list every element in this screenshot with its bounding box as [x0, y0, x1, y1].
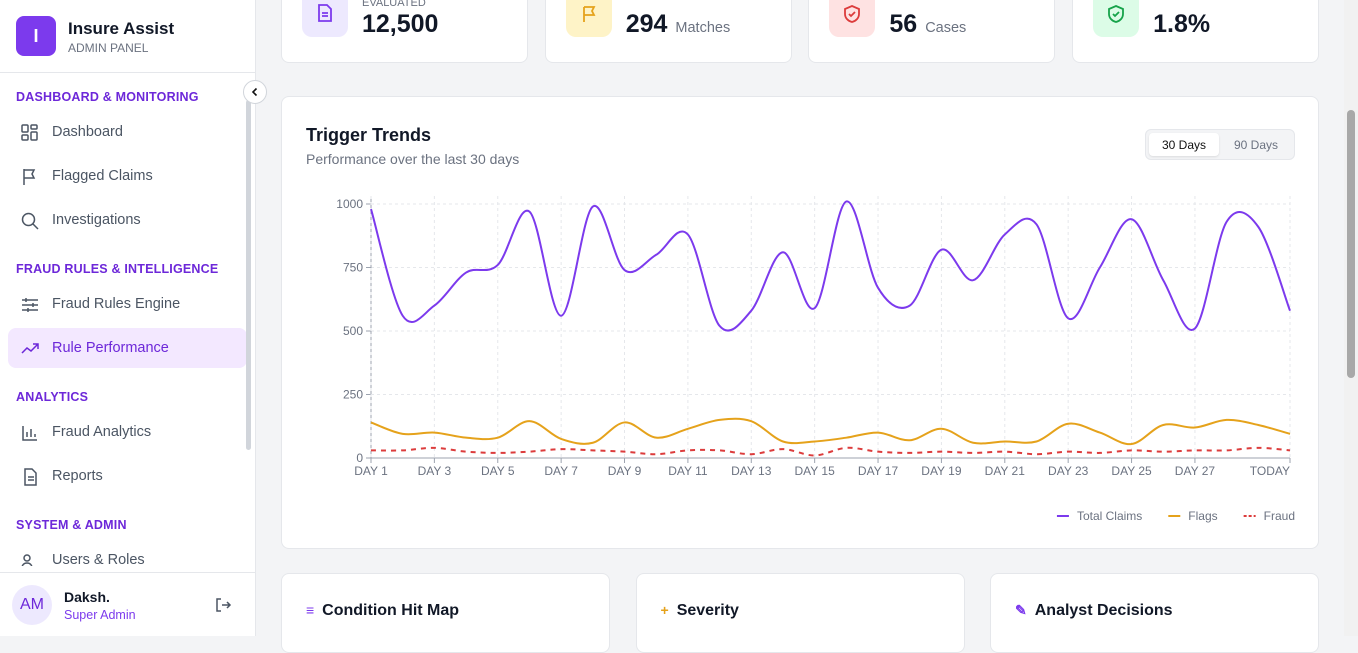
stat-card: EVALUATED 12,500 [281, 0, 528, 63]
x-tick-label: DAY 11 [668, 464, 708, 478]
stat-unit: Cases [925, 20, 967, 36]
brand: Insure Assist [68, 19, 175, 38]
scrollbar [246, 100, 251, 450]
legend-label: Flags [1188, 509, 1217, 523]
stat-unit: Matches [675, 20, 731, 36]
x-tick-label: DAY 5 [481, 464, 515, 478]
panel-card: ✎ Analyst Decisions [990, 573, 1319, 653]
panel-icon: + [660, 602, 669, 618]
nav-item[interactable]: Fraud Analytics [8, 412, 247, 452]
x-tick-label: DAY 15 [795, 464, 836, 478]
stat-icon [302, 0, 348, 37]
toggle-button[interactable]: 30 Days [1149, 133, 1219, 156]
stat-icon [829, 0, 876, 37]
nav-icon [22, 298, 38, 312]
scroll-thumb [1347, 110, 1355, 378]
nav-item[interactable]: Investigations [8, 200, 247, 240]
nav-item[interactable]: Rule Performance [8, 328, 247, 368]
stat-label: EVALUATED [362, 0, 426, 9]
stat-value: 56 Cases [889, 10, 967, 38]
range-toggle: 30 Days 90 Days [1145, 129, 1295, 160]
nav-section: ANALYTICS [16, 390, 89, 404]
x-tick-label: DAY 3 [418, 464, 452, 478]
nav-item[interactable]: Fraud Rules Engine [8, 284, 247, 324]
y-tick-label: 500 [343, 324, 363, 338]
chart-title: Trigger Trends [306, 125, 432, 145]
x-tick-label: TODAY [1250, 464, 1290, 478]
nav-section: SYSTEM & ADMIN [16, 518, 127, 532]
panel-icon: ✎ [1015, 602, 1027, 618]
user-name: Daksh. [64, 589, 110, 605]
nav-section: FRAUD RULES & INTELLIGENCE [16, 262, 219, 276]
nav-item[interactable]: Users & Roles [8, 540, 247, 566]
toggle-button[interactable]: 90 Days [1233, 137, 1279, 152]
stat-icon [1093, 0, 1140, 37]
panel-title: ✎ Analyst Decisions [1015, 602, 1173, 619]
legend-label: Fraud [1264, 509, 1295, 523]
nav-icon [24, 468, 37, 486]
user-role: Super Admin [64, 608, 136, 622]
x-tick-label: DAY 27 [1175, 464, 1216, 478]
x-tick-label: DAY 1 [354, 464, 388, 478]
panel-card: ≡ Condition Hit Map [281, 573, 610, 653]
page-scrollbar [1344, 0, 1358, 636]
chart: 0 250 500 750 1000 DAY 1 DAY 3 DAY 5 DAY 7 DAY 9 D… [336, 196, 1295, 523]
series-line [370, 200, 1291, 332]
nav-icon [21, 212, 39, 230]
collapse-button[interactable] [243, 80, 267, 104]
x-tick-label: DAY 7 [544, 464, 578, 478]
icon [582, 6, 596, 22]
chart-card: Trigger Trends Performance over the last… [281, 96, 1319, 549]
icon [318, 4, 332, 22]
nav-section: DASHBOARD & MONITORING [16, 90, 199, 104]
stat-value: 294 Matches [625, 10, 731, 38]
icon [844, 5, 861, 23]
y-tick-label: 250 [343, 388, 363, 402]
stat-card: 1.8% [1072, 0, 1320, 63]
sidebar: I Insure Assist ADMIN PANEL DASHBOARD & … [0, 0, 267, 636]
nav-item[interactable]: Flagged Claims [8, 156, 247, 196]
x-tick-label: DAY 23 [1048, 464, 1089, 478]
y-tick-label: 1000 [336, 197, 363, 211]
avatar: AM [12, 585, 52, 625]
logout[interactable] [214, 596, 232, 614]
series-line [370, 446, 1291, 457]
x-tick-label: DAY 21 [985, 464, 1026, 478]
y-tick-label: 750 [343, 261, 363, 275]
panel-card: + Severity [635, 573, 965, 653]
nav-item[interactable]: Dashboard [8, 112, 247, 152]
nav-icon [21, 554, 33, 566]
chart-subtitle: Performance over the last 30 days [306, 151, 520, 167]
series-line [370, 417, 1291, 446]
nav: DASHBOARD & MONITORING Dashboard Flagged C… [0, 80, 255, 566]
x-tick-label: DAY 17 [858, 464, 899, 478]
nav-icon [23, 169, 36, 185]
brand-subtitle: ADMIN PANEL [68, 41, 149, 55]
panel-title: + Severity [660, 602, 739, 619]
stat-value: 1.8% [1153, 10, 1211, 38]
icon [1108, 5, 1124, 23]
nav-icon [21, 343, 39, 354]
stat-card: 56 Cases [808, 0, 1056, 63]
x-tick-label: DAY 9 [608, 464, 642, 478]
x-tick-label: DAY 25 [1111, 464, 1152, 478]
stat-value: 12,500 [362, 10, 439, 38]
x-tick-label: DAY 13 [731, 464, 772, 478]
nav-item[interactable]: Reports [8, 456, 247, 496]
stat-icon [565, 0, 612, 37]
x-tick-label: DAY 19 [921, 464, 962, 478]
nav-icon [21, 124, 38, 141]
y-tick-label: 0 [356, 451, 363, 465]
panel-title: ≡ Condition Hit Map [306, 602, 460, 619]
nav-icon [22, 426, 37, 441]
panel-icon: ≡ [306, 602, 315, 618]
legend-label: Total Claims [1077, 509, 1142, 523]
stat-card: 294 Matches [544, 0, 792, 63]
user-box: AM Daksh. Super Admin [0, 572, 255, 636]
logo: I [16, 16, 56, 56]
divider [0, 72, 255, 73]
